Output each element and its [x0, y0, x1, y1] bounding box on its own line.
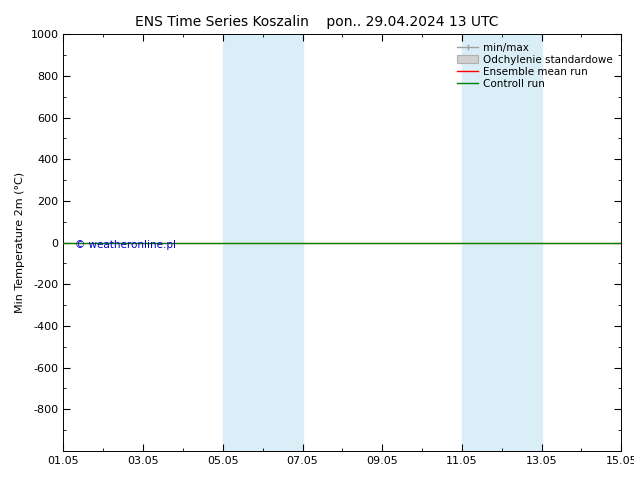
Text: ENS Time Series Koszalin    pon.. 29.04.2024 13 UTC: ENS Time Series Koszalin pon.. 29.04.202… — [135, 15, 499, 29]
Y-axis label: Min Temperature 2m (°C): Min Temperature 2m (°C) — [15, 172, 25, 313]
Bar — [462, 34, 541, 451]
Text: © weatheronline.pl: © weatheronline.pl — [75, 240, 176, 249]
Legend: min/max, Odchylenie standardowe, Ensemble mean run, Controll run: min/max, Odchylenie standardowe, Ensembl… — [454, 40, 616, 92]
Bar — [223, 34, 302, 451]
